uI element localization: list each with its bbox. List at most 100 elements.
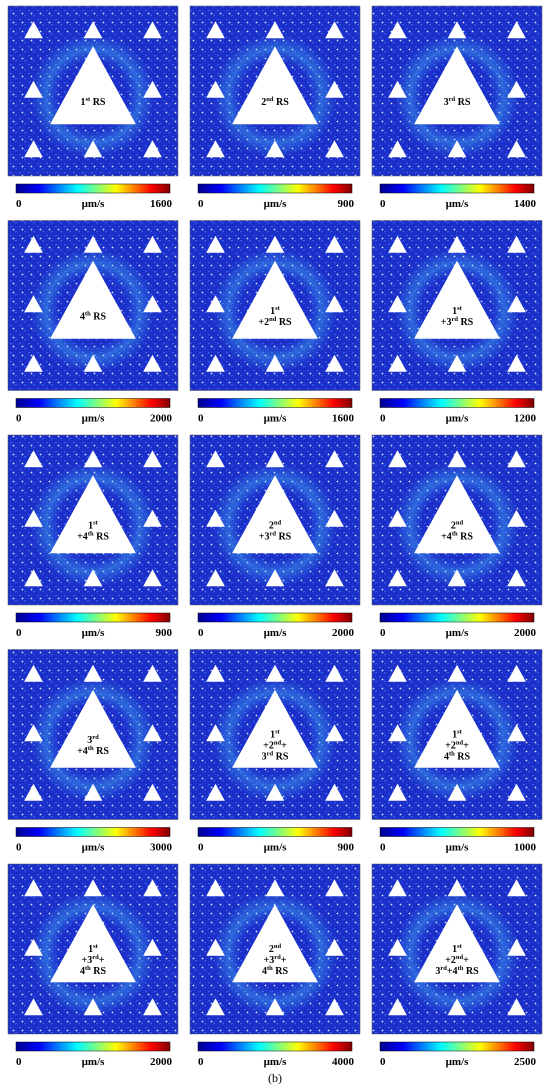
colorbar-max: 4000 [332, 1056, 355, 1068]
label-part: RS [463, 966, 479, 977]
label-part: th [88, 531, 94, 538]
small-triangle [24, 569, 43, 587]
colorbar-unit: µm/s [446, 842, 470, 854]
label-part: + [281, 741, 287, 752]
small-triangle [265, 998, 285, 1016]
panel: 3rd RS 0 µm/s 1400 [371, 5, 543, 210]
panel-label: 1st RS [81, 96, 106, 108]
small-triangle [143, 295, 162, 313]
colorbar [197, 1041, 353, 1052]
small-triangle [325, 354, 344, 372]
label-part: th [88, 745, 94, 752]
label-part: st [275, 305, 281, 312]
label-part: rd [274, 954, 281, 961]
colorbar [197, 827, 353, 837]
label-part: 1 [270, 306, 275, 317]
panel-label: 1st [88, 943, 99, 955]
panel: 2nd+3rd RS0 µm/s 2000 [189, 434, 361, 639]
small-triangle [206, 509, 225, 527]
colorbar-min: 0 [380, 1056, 386, 1068]
panel-label: 2nd RS [261, 96, 289, 108]
small-triangle [325, 140, 344, 158]
panel-label: 3rd [87, 734, 99, 746]
label-part: RS [455, 752, 471, 763]
colorbar-max: 1600 [332, 413, 355, 425]
label-part: RS [273, 966, 289, 977]
label-part: +2 [258, 317, 269, 328]
small-triangle [507, 80, 526, 98]
small-triangle [388, 80, 407, 98]
label-part: st [275, 729, 281, 736]
small-triangle [83, 664, 103, 682]
small-triangle [143, 724, 162, 742]
colorbar-unit: µm/s [264, 413, 288, 425]
colorbar-min: 0 [380, 627, 386, 639]
label-part: 3 [435, 966, 440, 977]
label-part: rd [92, 954, 99, 961]
small-triangle [265, 664, 285, 682]
small-triangle [265, 140, 285, 158]
label-part: th [85, 311, 91, 318]
colorbar-max: 1200 [514, 413, 537, 425]
label-part: +3 [264, 955, 275, 966]
small-triangle [388, 140, 407, 158]
panel: 1st+2nd+4th RS0 µm/s 1000 [371, 649, 543, 854]
label-part: st [93, 520, 99, 527]
colorbar-max: 2000 [332, 627, 355, 639]
panel-label: 1st [270, 729, 281, 741]
small-triangle [206, 938, 225, 956]
colorbar [379, 398, 535, 408]
label-part: + [463, 955, 469, 966]
small-triangle [507, 295, 526, 313]
colorbar-max: 900 [156, 627, 173, 639]
colorbar-min: 0 [380, 413, 386, 425]
panel-label: 1st [452, 943, 463, 955]
label-part: 2 [261, 97, 266, 108]
colorbar [379, 183, 535, 194]
label-part: nd [274, 520, 282, 527]
small-triangle [447, 783, 467, 801]
label-part: 1 [270, 730, 275, 741]
small-triangle [325, 724, 344, 742]
small-triangle [265, 879, 285, 897]
label-part: st [457, 943, 463, 950]
colorbar-max: 2000 [150, 1056, 173, 1068]
colorbar-unit: µm/s [446, 413, 470, 425]
label-part: +2 [263, 741, 274, 752]
small-triangle [447, 664, 467, 682]
colorbar [197, 183, 353, 194]
label-part: RS [455, 97, 471, 108]
small-triangle [24, 783, 43, 801]
small-triangle [447, 450, 467, 468]
label-part: RS [94, 746, 110, 757]
colorbar-unit: µm/s [446, 627, 470, 639]
label-part: +4 [441, 532, 452, 543]
small-triangle [388, 295, 407, 313]
small-triangle [24, 354, 43, 372]
colorbar [15, 1041, 171, 1052]
label-part: rd [451, 316, 458, 323]
panel-label: 2nd [269, 943, 282, 955]
small-triangle [325, 80, 344, 98]
label-part: +3 [259, 532, 270, 543]
small-triangle [265, 354, 285, 372]
small-triangle [325, 21, 344, 39]
colorbar-min: 0 [16, 627, 22, 639]
small-triangle [507, 235, 526, 253]
label-part: + [281, 955, 287, 966]
center-triangle [50, 475, 136, 554]
colorbar-unit: µm/s [264, 842, 288, 854]
panel-label: 4th RS [80, 311, 107, 323]
center-triangle [232, 475, 318, 554]
panel-label: +3rd RS [441, 316, 474, 328]
small-triangle [206, 724, 225, 742]
small-triangle [388, 724, 407, 742]
colorbar [15, 183, 171, 194]
center-triangle [232, 46, 318, 125]
label-part: + [463, 741, 469, 752]
panel-label: +4th RS [77, 745, 109, 757]
small-triangle [388, 21, 407, 39]
label-part: 4 [262, 966, 267, 977]
small-triangle [325, 295, 344, 313]
small-triangle [206, 664, 225, 682]
